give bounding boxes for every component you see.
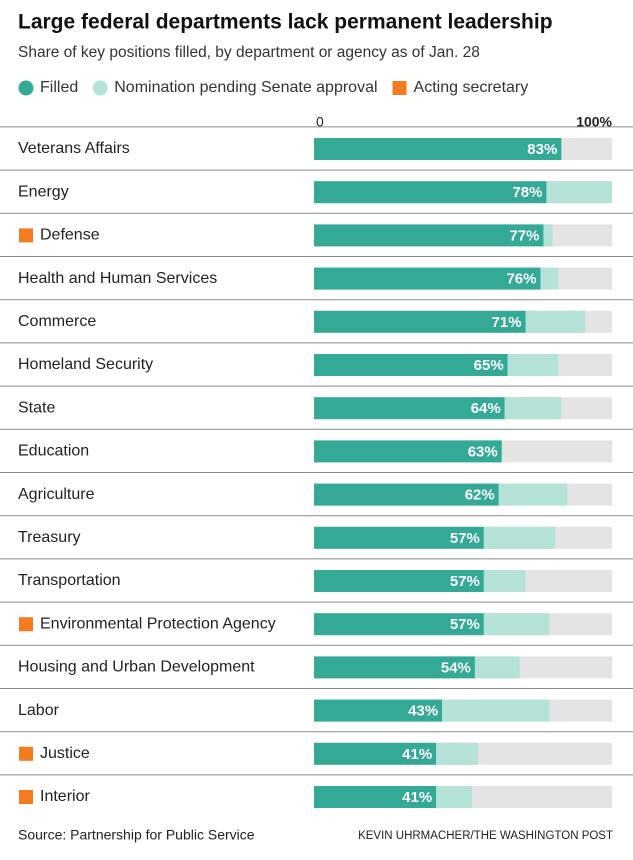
acting-marker bbox=[19, 617, 33, 632]
category-label: Justice bbox=[40, 745, 90, 762]
bar-segment bbox=[314, 786, 437, 808]
bar-segment bbox=[543, 224, 553, 247]
bar-segment bbox=[314, 613, 484, 636]
chart-subtitle: Share of key positions filled, by depart… bbox=[18, 44, 480, 61]
category-label: Homeland Security bbox=[18, 356, 153, 373]
value-label: 57% bbox=[450, 530, 480, 547]
bar-segment bbox=[314, 181, 547, 204]
value-label: 57% bbox=[450, 573, 480, 590]
legend-label: Acting secretary bbox=[414, 79, 529, 96]
category-label: Veterans Affairs bbox=[18, 140, 130, 157]
category-label: Commerce bbox=[18, 313, 96, 330]
bar-segment bbox=[436, 786, 472, 808]
bar-segment bbox=[525, 310, 586, 333]
category-label: Housing and Urban Development bbox=[18, 659, 255, 676]
bar-segment bbox=[314, 526, 484, 549]
bar-segment bbox=[314, 310, 526, 333]
x-tick-label: 100% bbox=[576, 114, 612, 130]
legend-swatch bbox=[392, 81, 407, 95]
legend-label: Filled bbox=[40, 79, 78, 96]
value-label: 76% bbox=[506, 271, 536, 288]
bar-segment bbox=[540, 267, 559, 290]
value-label: 78% bbox=[512, 184, 542, 201]
value-label: 65% bbox=[474, 357, 504, 374]
value-label: 62% bbox=[465, 487, 495, 504]
credit: KEVIN UHRMACHER/THE WASHINGTON POST bbox=[358, 830, 613, 842]
value-label: 41% bbox=[402, 789, 432, 806]
bar-segment bbox=[314, 354, 508, 376]
x-tick-label: 0 bbox=[316, 114, 324, 130]
bar-segment bbox=[314, 138, 562, 160]
value-label: 64% bbox=[471, 400, 501, 417]
bar-segment bbox=[483, 570, 526, 592]
category-label: Agriculture bbox=[18, 486, 95, 503]
category-label: Interior bbox=[40, 788, 90, 805]
bar-segment bbox=[314, 570, 484, 592]
chart-title: Large federal departments lack permanent… bbox=[18, 11, 553, 34]
bar-segment bbox=[436, 742, 478, 765]
category-label: Energy bbox=[18, 183, 69, 200]
value-label: 83% bbox=[527, 141, 557, 158]
bar-segment bbox=[314, 267, 541, 290]
bar-segment bbox=[314, 483, 499, 506]
legend-swatch bbox=[92, 80, 108, 96]
value-label: 54% bbox=[441, 659, 471, 676]
bar-segment bbox=[314, 440, 502, 463]
bar-segment bbox=[504, 397, 562, 420]
category-label: Environmental Protection Agency bbox=[40, 615, 276, 632]
source: Source: Partnership for Public Service bbox=[18, 827, 255, 843]
legend-label: Nomination pending Senate approval bbox=[114, 79, 377, 96]
bar-segment bbox=[314, 397, 505, 420]
acting-marker bbox=[19, 790, 33, 804]
category-label: Education bbox=[18, 443, 89, 460]
category-label: Labor bbox=[18, 702, 60, 719]
bar-segment bbox=[314, 699, 443, 722]
category-label: Transportation bbox=[18, 572, 121, 589]
value-label: 57% bbox=[450, 616, 480, 633]
legend-swatch bbox=[18, 80, 34, 96]
bar-segment bbox=[483, 526, 556, 549]
bar-segment bbox=[498, 483, 568, 506]
bar-segment bbox=[314, 656, 475, 679]
category-label: Defense bbox=[40, 227, 100, 244]
bar-segment bbox=[507, 354, 559, 376]
acting-marker bbox=[19, 746, 33, 761]
value-label: 41% bbox=[402, 746, 432, 763]
value-label: 71% bbox=[492, 314, 522, 331]
bar-segment bbox=[483, 613, 550, 636]
bar-segment bbox=[546, 181, 612, 204]
category-label: Health and Human Services bbox=[18, 270, 217, 287]
value-label: 77% bbox=[509, 227, 539, 244]
bar-segment bbox=[474, 656, 520, 679]
category-label: Treasury bbox=[18, 529, 81, 546]
value-label: 43% bbox=[408, 703, 438, 720]
value-label: 63% bbox=[468, 443, 498, 460]
bar-segment bbox=[314, 224, 544, 247]
bar-segment bbox=[314, 742, 437, 765]
bar-segment bbox=[442, 699, 550, 722]
acting-marker bbox=[19, 228, 33, 243]
category-label: State bbox=[18, 399, 55, 416]
